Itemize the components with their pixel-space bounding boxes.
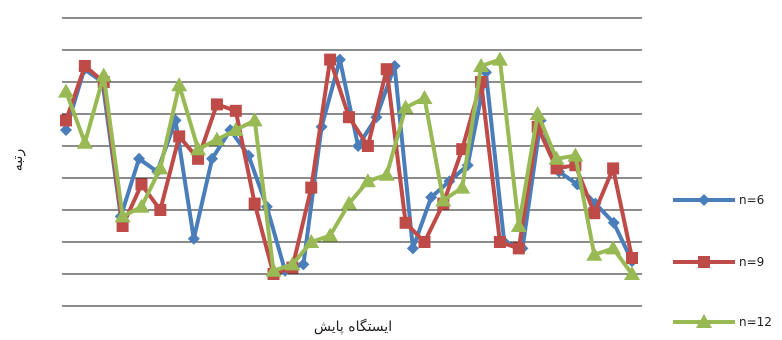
data-point: [248, 197, 261, 210]
data-point: [192, 152, 205, 165]
data-point: [397, 99, 414, 114]
data-point: [210, 98, 223, 111]
data-point: [190, 141, 207, 156]
series-line: [64, 57, 634, 273]
data-point: [333, 53, 346, 66]
data-point: [227, 122, 244, 136]
data-point: [361, 140, 374, 152]
data-point: [607, 216, 620, 229]
data-point: [206, 152, 219, 165]
series-n12: [58, 51, 640, 280]
legend-marker: [698, 256, 710, 268]
data-point: [152, 160, 169, 175]
data-point: [510, 218, 527, 232]
data-point: [550, 162, 563, 175]
data-point: [352, 140, 365, 152]
legend-item: n=9: [673, 255, 764, 269]
y-axis-label: رتبه: [10, 149, 26, 171]
data-point: [456, 143, 469, 156]
data-point: [491, 51, 508, 66]
data-point: [493, 236, 506, 248]
data-point: [133, 152, 146, 165]
data-point: [359, 173, 376, 188]
data-point: [529, 106, 546, 120]
legend: n=6 n=9 n=12: [673, 193, 772, 329]
data-point: [343, 111, 355, 124]
legend-marker: [698, 194, 710, 206]
series-layer: [58, 51, 640, 280]
legend-item: n=6: [673, 193, 764, 207]
legend-label: n=6: [739, 193, 764, 207]
data-point: [588, 207, 601, 220]
data-point: [380, 63, 393, 76]
data-point: [322, 227, 339, 242]
legend-label: n=9: [739, 255, 764, 269]
data-point: [284, 256, 301, 271]
data-point: [399, 216, 412, 229]
data-point: [114, 208, 131, 223]
data-point: [406, 242, 419, 255]
data-point: [425, 191, 438, 204]
data-point: [246, 112, 263, 127]
legend-label: n=12: [739, 315, 772, 329]
data-point: [416, 90, 433, 104]
data-point: [473, 58, 490, 72]
data-point: [548, 150, 565, 165]
data-point: [303, 234, 320, 248]
data-point: [60, 124, 72, 136]
data-point: [626, 252, 638, 264]
data-point: [435, 192, 452, 207]
data-point: [607, 162, 620, 175]
data-point: [512, 242, 525, 255]
data-point: [586, 246, 603, 261]
data-point: [567, 147, 584, 162]
data-point: [76, 134, 93, 149]
data-point: [58, 83, 74, 98]
data-point: [78, 60, 91, 72]
x-axis-label: ایستگاه پایش: [314, 318, 392, 335]
data-point: [305, 181, 318, 194]
data-point: [605, 240, 622, 255]
data-point: [116, 220, 129, 232]
data-point: [187, 232, 200, 245]
data-point: [624, 266, 640, 280]
legend-marker: [696, 314, 712, 328]
data-point: [208, 131, 225, 146]
data-point: [171, 77, 188, 92]
data-point: [265, 262, 282, 277]
data-point: [60, 114, 72, 127]
data-point: [297, 258, 310, 271]
series-n9: [60, 53, 638, 280]
data-point: [341, 195, 357, 210]
data-point: [173, 130, 186, 143]
data-point: [324, 53, 337, 66]
legend-item: n=12: [673, 314, 772, 329]
data-point: [95, 67, 112, 82]
data-point: [229, 104, 242, 117]
data-point: [154, 204, 167, 216]
data-point: [133, 198, 150, 213]
data-point: [418, 236, 431, 248]
data-point: [454, 179, 471, 194]
data-point: [135, 178, 148, 191]
data-point: [378, 166, 395, 181]
